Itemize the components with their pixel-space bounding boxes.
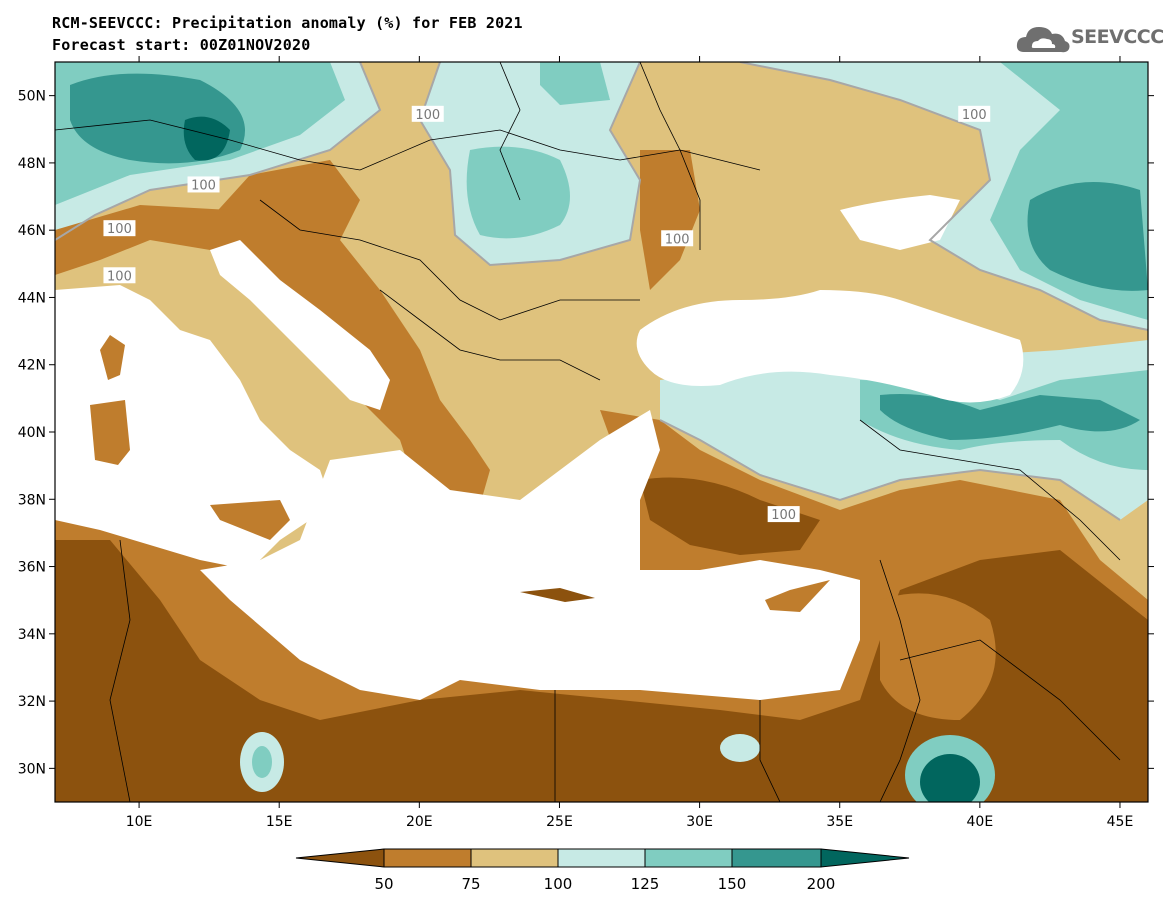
field-south-verydry xyxy=(55,540,1148,802)
country-borders xyxy=(55,62,1121,802)
seevccc-logo: SEEVCCC xyxy=(1016,22,1164,58)
lon-tick-label: 30E xyxy=(686,814,713,830)
colorbar-swatch-below-50 xyxy=(295,848,385,868)
svg-text:100: 100 xyxy=(962,108,987,123)
contour-label: 100 xyxy=(767,506,800,523)
field-nw-core xyxy=(183,116,230,161)
svg-text:100: 100 xyxy=(415,108,440,123)
colorbar-label-200: 200 xyxy=(807,875,836,893)
lat-tick-label: 38N xyxy=(18,492,46,508)
sea-black-sea xyxy=(636,290,1024,403)
lat-tick-label: 40N xyxy=(18,425,46,441)
lat-tick-label: 50N xyxy=(18,89,46,105)
field-arabia-core xyxy=(920,754,980,802)
colorbar-swatch-50-75 xyxy=(383,848,472,868)
field-me-dry xyxy=(880,593,996,720)
map-title: RCM-SEEVCCC: Precipitation anomaly (%) f… xyxy=(52,14,523,32)
svg-text:100: 100 xyxy=(191,178,216,193)
lon-tick-label: 25E xyxy=(546,814,573,830)
lat-tick-label: 44N xyxy=(18,290,46,306)
colorbar: 50 75 100 125 150 200 xyxy=(295,848,910,893)
lon-tick-label: 15E xyxy=(266,814,293,830)
sea-eastern-med xyxy=(200,410,860,700)
lat-tick-label: 48N xyxy=(18,156,46,172)
colorbar-swatch-above-200 xyxy=(820,848,910,868)
cloud-icon xyxy=(1016,27,1070,53)
colorbar-swatch-125-150 xyxy=(644,848,733,868)
field-nc-wet2 xyxy=(466,146,570,239)
axis-ticks: 10E 15E 20E 25E 30E 35E 40E 45E 50N 48N 46N 44N 42N 4… xyxy=(18,56,1154,830)
contour-label: 100 xyxy=(958,105,991,123)
field-n-wet xyxy=(540,62,610,105)
lon-tick-label: 40E xyxy=(967,814,994,830)
map-field xyxy=(55,62,1148,802)
contour-label: 100 xyxy=(411,105,444,123)
contour-labels: 100 100 100 100 100 100 100 xyxy=(103,105,991,523)
field-egypt-wet xyxy=(720,734,760,762)
lat-tick-label: 42N xyxy=(18,358,46,374)
contour-label: 100 xyxy=(661,230,694,247)
colorbar-swatch-150-200 xyxy=(731,848,822,868)
sea-azov xyxy=(840,195,960,250)
lon-tick-label: 20E xyxy=(406,814,433,830)
lat-tick-label: 36N xyxy=(18,560,46,576)
contour-label: 100 xyxy=(187,176,220,193)
contour-100-lines xyxy=(55,62,1148,521)
svg-text:100: 100 xyxy=(107,269,132,284)
colorbar-label-50: 50 xyxy=(374,875,393,893)
field-ne-wet3 xyxy=(1027,182,1148,291)
colorbar-label-100: 100 xyxy=(544,875,573,893)
field-moldova-dry xyxy=(640,150,700,290)
field-east-wet3 xyxy=(880,394,1140,440)
contour-label: 100 xyxy=(103,220,136,237)
colorbar-label-75: 75 xyxy=(461,875,480,893)
svg-text:100: 100 xyxy=(665,232,690,247)
island-cyprus xyxy=(765,580,830,612)
colorbar-label-125: 125 xyxy=(631,875,660,893)
field-libya-wet2 xyxy=(252,746,272,778)
contour-label: 100 xyxy=(103,267,136,284)
logo-text: SEEVCCC xyxy=(1071,26,1164,48)
island-sicily xyxy=(210,500,290,540)
sea-western-med xyxy=(55,285,330,570)
colorbar-label-150: 150 xyxy=(718,875,747,893)
island-crete xyxy=(520,588,595,602)
lat-tick-label: 32N xyxy=(18,694,46,710)
field-turkey-dry2 xyxy=(640,477,820,555)
lon-tick-label: 45E xyxy=(1107,814,1134,830)
lat-tick-label: 34N xyxy=(18,627,46,643)
lon-tick-label: 10E xyxy=(126,814,153,830)
forecast-start-label: Forecast start: 00Z01NOV2020 xyxy=(52,36,311,54)
sea-adriatic xyxy=(210,240,390,410)
svg-text:100: 100 xyxy=(107,222,132,237)
island-corsica xyxy=(100,335,125,380)
lon-tick-label: 35E xyxy=(826,814,853,830)
svg-text:100: 100 xyxy=(771,508,796,523)
colorbar-swatch-100-125 xyxy=(557,848,646,868)
colorbar-swatch-75-100 xyxy=(470,848,559,868)
island-sardinia xyxy=(90,400,130,465)
lat-tick-label: 46N xyxy=(18,223,46,239)
lat-tick-label: 30N xyxy=(18,761,46,777)
